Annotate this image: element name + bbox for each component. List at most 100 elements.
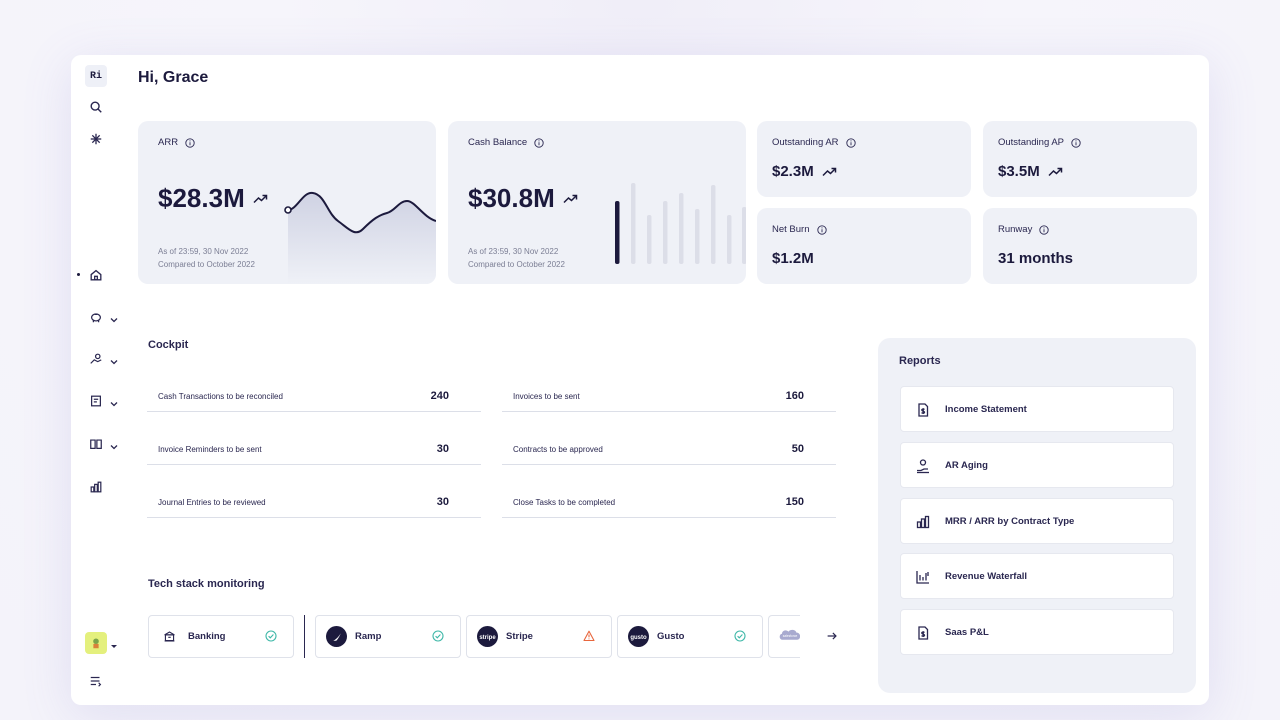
report-ar-aging[interactable]: AR Aging (900, 442, 1174, 488)
check-circle-icon (734, 630, 746, 642)
report-saas-pl[interactable]: Saas P&L (900, 609, 1174, 655)
tech-name: Banking (188, 631, 226, 642)
report-label: MRR / ARR by Contract Type (945, 516, 1075, 527)
cash-as-of: As of 23:59, 30 Nov 2022 (468, 247, 559, 256)
arr-card[interactable]: ARR $28.3M As of 23:59, 30 Nov 2022 Comp… (138, 121, 436, 284)
trend-up-icon (563, 194, 578, 204)
outstanding-ar-card[interactable]: Outstanding AR $2.3M (757, 121, 971, 197)
tech-name: Ramp (355, 631, 382, 642)
hand-coins-icon[interactable] (85, 348, 107, 370)
info-icon[interactable] (1039, 224, 1049, 235)
outstanding-ap-card[interactable]: Outstanding AP $3.5M (983, 121, 1197, 197)
gusto-logo-icon: gusto (628, 626, 649, 647)
cash-label: Cash Balance (468, 137, 528, 148)
active-indicator (77, 273, 80, 276)
bar-chart-icon[interactable] (85, 476, 107, 498)
ap-label-row: Outstanding AP (998, 137, 1081, 148)
ap-value-row: $3.5M (998, 163, 1063, 180)
check-circle-icon (432, 630, 444, 642)
cockpit-item-label: Invoices to be sent (513, 392, 580, 401)
chevron-down-icon[interactable] (109, 354, 119, 365)
tech-item-banking[interactable]: Banking (148, 615, 294, 658)
book-icon[interactable] (85, 433, 107, 455)
app-window: Ri Hi, Grace (71, 55, 1209, 705)
net-burn-card[interactable]: Net Burn $1.2M (757, 208, 971, 284)
report-income-statement[interactable]: Income Statement (900, 386, 1174, 432)
runway-label: Runway (998, 224, 1033, 235)
reports-title: Reports (899, 355, 941, 367)
burn-value: $1.2M (772, 250, 814, 267)
check-circle-icon (265, 630, 277, 642)
report-mrr-arr[interactable]: MRR / ARR by Contract Type (900, 498, 1174, 544)
cockpit-item-label: Cash Transactions to be reconciled (158, 392, 283, 401)
cash-value-row: $30.8M (468, 183, 578, 214)
info-icon[interactable] (1071, 137, 1081, 148)
cockpit-title: Cockpit (148, 339, 189, 351)
hand-money-icon (915, 458, 931, 474)
cockpit-item-label: Invoice Reminders to be sent (158, 445, 262, 454)
caret-down-icon[interactable] (109, 638, 119, 648)
cash-bars (615, 183, 746, 264)
cockpit-item-value: 240 (430, 390, 449, 402)
cash-label-row: Cash Balance (468, 137, 544, 148)
report-label: Saas P&L (945, 627, 989, 638)
ar-value-row: $2.3M (772, 163, 837, 180)
search-icon[interactable] (85, 96, 107, 118)
ar-label-row: Outstanding AR (772, 137, 856, 148)
document-dollar-icon (915, 625, 931, 641)
bar-chart-icon (915, 514, 931, 530)
workspace-logo[interactable]: Ri (85, 65, 107, 87)
arr-sparkline (284, 191, 436, 284)
home-icon[interactable] (85, 264, 107, 286)
report-label: Income Statement (945, 404, 1027, 415)
cash-balance-card[interactable]: Cash Balance $30.8M As of 23:59, 30 Nov … (448, 121, 746, 284)
user-avatar[interactable] (85, 632, 107, 654)
ap-value: $3.5M (998, 163, 1040, 180)
cockpit-item-value: 150 (785, 496, 804, 508)
cockpit-item[interactable]: Invoice Reminders to be sent 30 (147, 435, 481, 465)
info-icon[interactable] (185, 137, 195, 148)
piggy-bank-icon[interactable] (85, 306, 107, 328)
chevron-down-icon[interactable] (109, 439, 119, 450)
page-title: Hi, Grace (138, 69, 209, 86)
tech-stack-title: Tech stack monitoring (148, 578, 265, 590)
arr-value-row: $28.3M (158, 183, 268, 214)
arrow-right-icon[interactable] (821, 625, 843, 647)
tech-item-salesforce-partial[interactable]: salesforce (768, 615, 800, 658)
receipt-icon[interactable] (85, 390, 107, 412)
bank-icon (159, 626, 180, 647)
chevron-down-icon[interactable] (109, 312, 119, 323)
info-icon[interactable] (816, 224, 827, 235)
chevron-down-icon[interactable] (109, 396, 119, 407)
asterisk-icon[interactable] (85, 128, 107, 150)
info-icon[interactable] (534, 137, 544, 148)
ap-label: Outstanding AP (998, 137, 1065, 148)
runway-card[interactable]: Runway 31 months (983, 208, 1197, 284)
cockpit-item[interactable]: Cash Transactions to be reconciled 240 (147, 382, 481, 412)
cockpit-item-value: 50 (791, 443, 804, 455)
menu-list-icon[interactable] (85, 670, 107, 692)
tech-name: Stripe (506, 631, 533, 642)
cockpit-item[interactable]: Contracts to be approved 50 (502, 435, 836, 465)
ar-label: Outstanding AR (772, 137, 839, 148)
cockpit-item[interactable]: Invoices to be sent 160 (502, 382, 836, 412)
cockpit-item[interactable]: Close Tasks to be completed 150 (502, 488, 836, 518)
salesforce-logo-text: salesforce (783, 634, 798, 638)
salesforce-logo-icon: salesforce (779, 629, 800, 640)
report-revenue-waterfall[interactable]: Revenue Waterfall (900, 553, 1174, 599)
cockpit-item-label: Close Tasks to be completed (513, 498, 616, 507)
info-icon[interactable] (845, 137, 856, 148)
document-dollar-icon (915, 402, 931, 418)
tech-item-gusto[interactable]: gusto Gusto (617, 615, 763, 658)
burn-label-row: Net Burn (772, 224, 827, 235)
arr-as-of: As of 23:59, 30 Nov 2022 (158, 247, 249, 256)
stripe-logo-text: stripe (479, 635, 496, 641)
trend-up-icon (253, 194, 268, 204)
tech-item-ramp[interactable]: Ramp (315, 615, 461, 658)
tech-divider (304, 615, 305, 658)
arr-label: ARR (158, 137, 179, 148)
cash-compared: Compared to October 2022 (468, 260, 565, 269)
cockpit-item[interactable]: Journal Entries to be reviewed 30 (147, 488, 481, 518)
tech-item-stripe[interactable]: stripe Stripe (466, 615, 612, 658)
cash-value: $30.8M (468, 183, 555, 213)
